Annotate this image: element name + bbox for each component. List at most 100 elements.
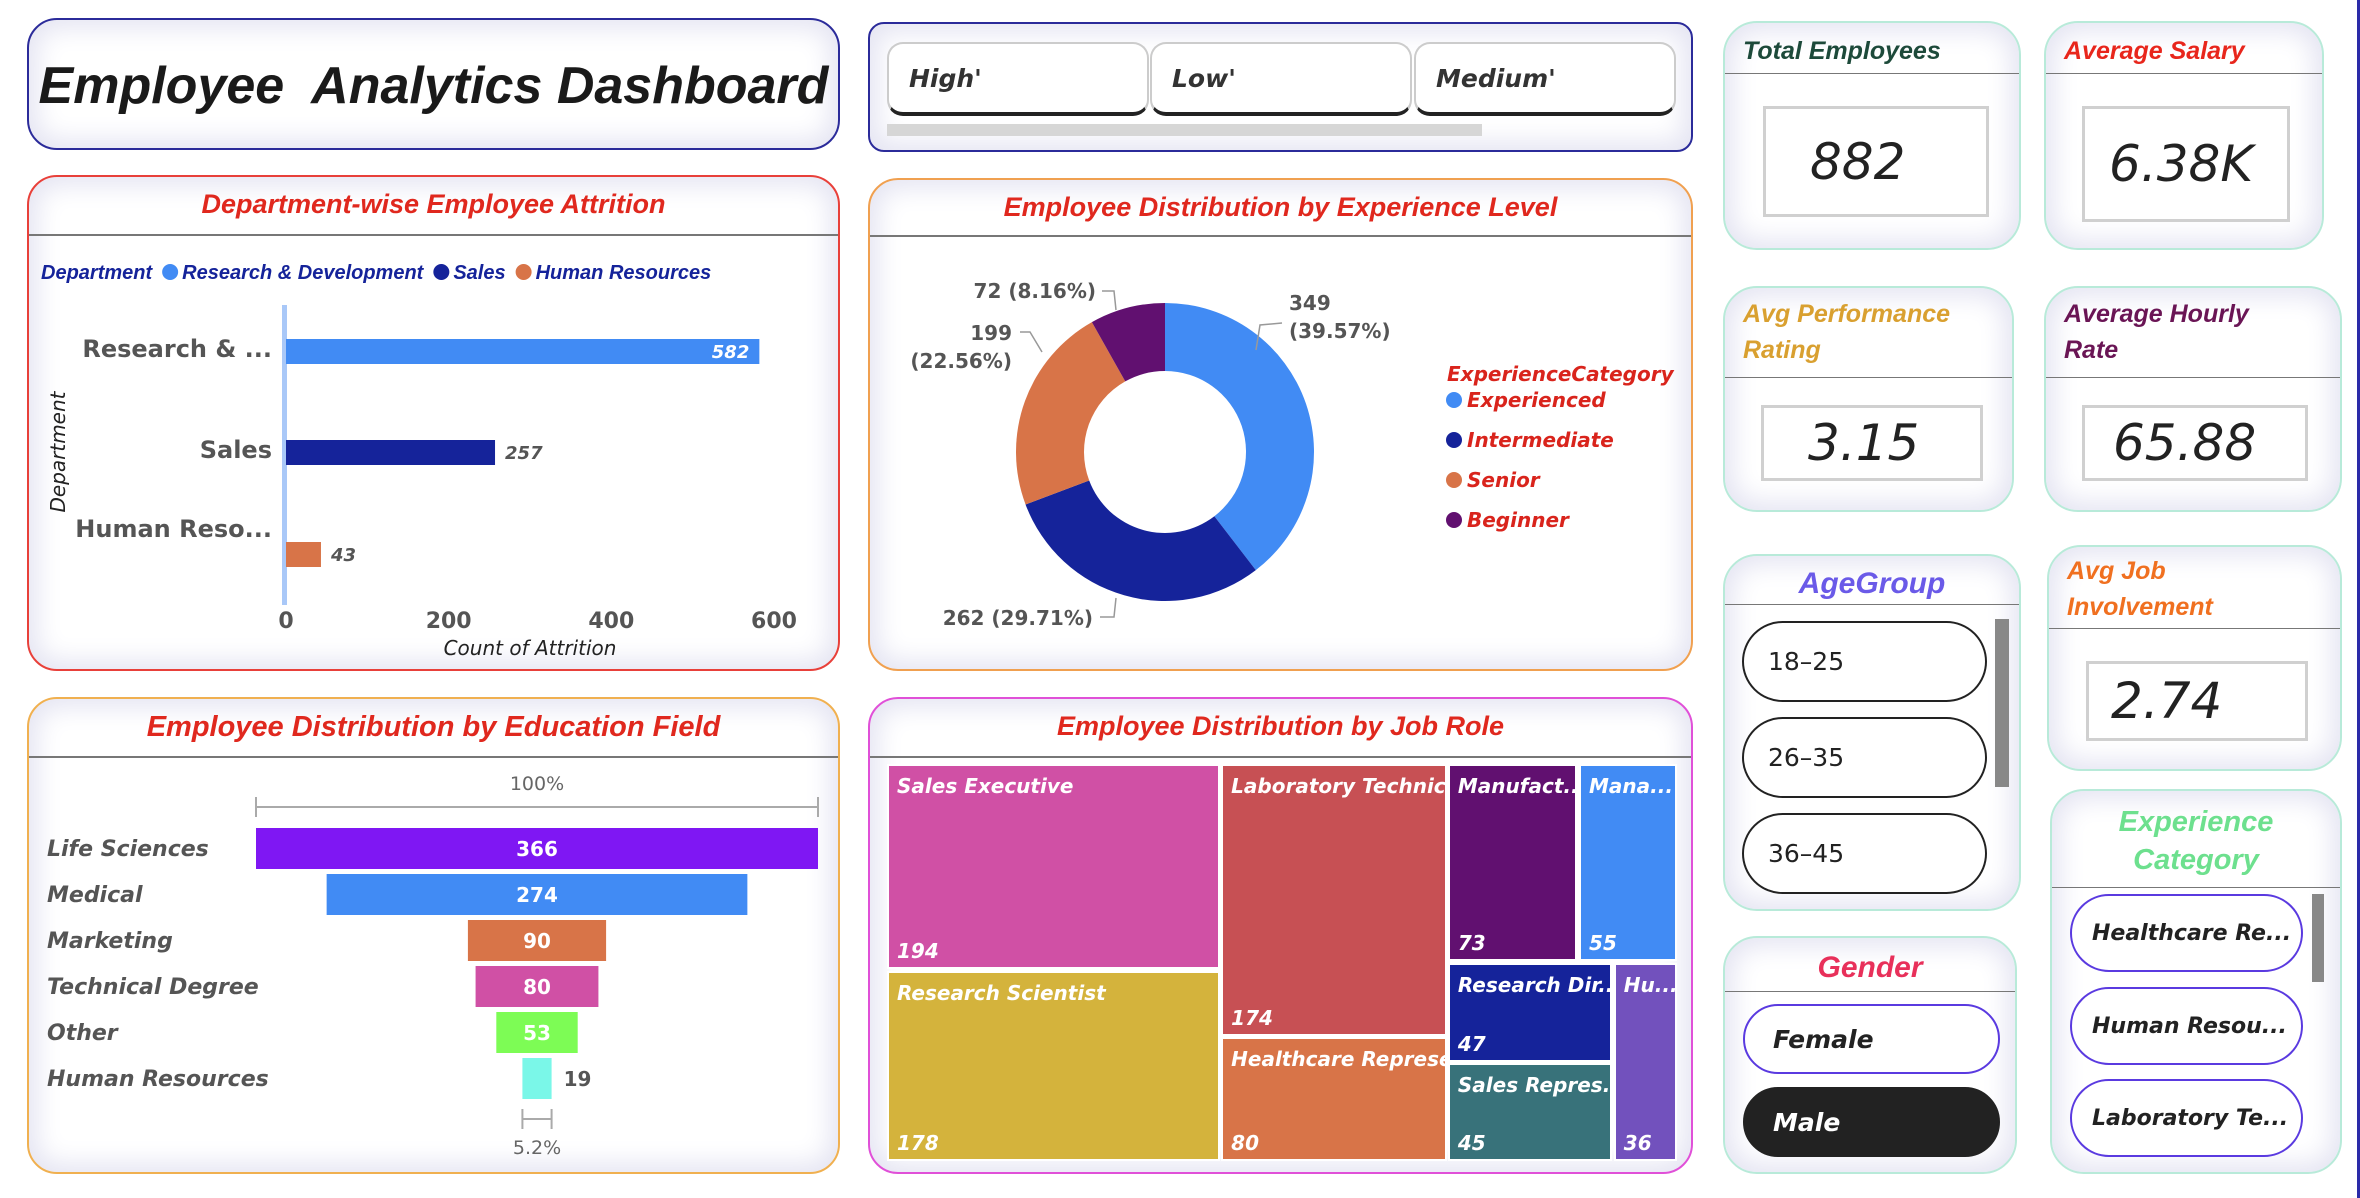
page-title: Employee Analytics Dashboard — [38, 57, 829, 115]
category-label: Sales — [200, 436, 272, 464]
chart-title: Employee Distribution by Experience Leve… — [1003, 192, 1558, 222]
slicer-option[interactable]: High' — [887, 42, 1149, 116]
donut-slice — [1091, 303, 1165, 382]
tile-value: 174 — [1231, 1006, 1273, 1031]
slicer-option[interactable]: Male — [1743, 1087, 2000, 1157]
slicer-option[interactable]: Laboratory Te... — [2070, 1079, 2303, 1157]
x-axis-title: Count of Attrition — [444, 636, 617, 660]
kpi-label: Average Hourly Rate — [2064, 296, 2334, 368]
data-label: 257 — [505, 443, 543, 464]
top-bracket — [255, 797, 819, 817]
tile-label: Laboratory Technic... — [1231, 774, 1448, 798]
x-tick-label: 600 — [751, 609, 797, 634]
kpi-label: Avg Performance Rating — [1743, 296, 2006, 368]
bar — [286, 542, 321, 567]
avg-job-involvement-card: Avg Job Involvement 2.74 — [2047, 545, 2342, 771]
legend-label: Senior — [1467, 468, 1541, 492]
data-label: 19 — [564, 1067, 592, 1091]
category-label: Human Resources — [47, 1067, 269, 1092]
slicer-option[interactable]: Healthcare Re... — [2070, 894, 2303, 972]
treemap-tile[interactable]: Manufact... 73 — [1447, 764, 1578, 962]
kpi-label-line: Involvement — [2067, 593, 2213, 621]
tile-label: Manufact... — [1457, 774, 1578, 798]
funnel-bar — [256, 828, 818, 869]
tile-label: Hu... — [1623, 972, 1677, 997]
chart-title: Employee Distribution by Job Role — [1056, 711, 1505, 741]
experience-category-slicer: Experience Category Healthcare Re... Human… — [2050, 789, 2342, 1174]
age-group-slicer: AgeGroup 18–25 26–35 36–45 — [1723, 554, 2021, 911]
donut-slice — [1025, 480, 1256, 601]
slicer-title-line: Experience — [2118, 806, 2274, 838]
treemap-tile[interactable]: Mana... 55 — [1579, 764, 1677, 962]
treemap-tile[interactable]: Sales Repres... 45 — [1447, 1062, 1613, 1161]
data-label: 80 — [523, 975, 551, 999]
gender-slicer: Gender Female Male — [1723, 936, 2017, 1174]
department-attrition-card: Department-wise Employee Attrition Depar… — [27, 175, 840, 671]
kpi-value: 882 — [1763, 106, 1989, 217]
slicer-option[interactable]: Medium' — [1414, 42, 1676, 116]
category-label: Marketing — [47, 929, 173, 954]
tile-label: Healthcare Represe... — [1231, 1047, 1445, 1072]
category-label: Other — [47, 1021, 119, 1046]
tile-label: Sales Executive — [897, 774, 1074, 798]
slicer-option[interactable]: 18–25 — [1742, 621, 1987, 702]
kpi-label: Avg Job Involvement — [2067, 553, 2334, 625]
legend-marker — [1446, 512, 1462, 528]
treemap-tile[interactable]: Research Dir... 47 — [1447, 962, 1613, 1062]
kpi-label: Total Employees — [1743, 37, 1941, 65]
donut-slice — [1165, 303, 1314, 571]
slicer-option[interactable]: Human Resou... — [2070, 987, 2303, 1065]
leader-line — [1100, 597, 1117, 618]
data-label: (22.56%) — [910, 349, 1012, 373]
legend-marker — [433, 264, 450, 280]
legend-marker — [515, 264, 532, 280]
kpi-value: 65.88 — [2082, 405, 2308, 481]
kpi-value: 2.74 — [2086, 661, 2308, 741]
data-label: 199 — [970, 321, 1012, 345]
legend: Department Research & Development Sales Hum… — [41, 262, 711, 284]
title-card: Employee Analytics Dashboard — [27, 18, 840, 150]
treemap-tile[interactable]: Research Scientist 178 — [887, 970, 1220, 1161]
bar — [286, 440, 496, 465]
legend-marker — [162, 264, 179, 280]
vertical-scrollbar[interactable] — [2312, 894, 2324, 982]
kpi-label: Average Salary — [2064, 37, 2245, 65]
tile-value: 73 — [1457, 931, 1486, 956]
legend-label: Experienced — [1467, 388, 1606, 412]
treemap-tile[interactable]: Laboratory Technic... 174 — [1221, 764, 1448, 1037]
vertical-scrollbar[interactable] — [1995, 619, 2009, 787]
slicer-title: Gender — [1817, 951, 1923, 984]
kpi-label-line: Average Hourly — [2064, 300, 2249, 328]
slicer-option[interactable]: Low' — [1150, 42, 1412, 116]
tile-value: 80 — [1231, 1130, 1259, 1155]
data-label: 53 — [523, 1021, 551, 1045]
legend-label: Sales — [453, 262, 505, 284]
data-label: 262 (29.71%) — [943, 606, 1093, 630]
tile-value: 45 — [1457, 1130, 1486, 1155]
slicer-title: Experience Category — [2052, 803, 2340, 879]
tile-value: 36 — [1623, 1131, 1652, 1155]
tile-value: 194 — [897, 939, 939, 964]
experience-donut-chart: 349 (39.57%) 262 (29.71%) 199 (22.56%) 72 (8.… — [910, 279, 1675, 630]
job-role-treemap: Sales Executive 194 Research Scientist 178 L… — [887, 764, 1677, 1161]
legend-marker — [1446, 432, 1462, 448]
horizontal-scrollbar[interactable] — [887, 124, 1482, 136]
funnel-bar — [467, 920, 607, 961]
data-label: 90 — [523, 929, 551, 953]
slicer-option[interactable]: 26–35 — [1742, 717, 1987, 798]
bottom-percent-label: 5.2% — [513, 1137, 561, 1159]
page-edge — [2357, 0, 2360, 1198]
treemap-tile[interactable]: Sales Executive 194 — [887, 764, 1220, 970]
slicer-option[interactable]: 36–45 — [1742, 813, 1987, 894]
funnel-bar — [475, 966, 599, 1007]
slicer-option[interactable]: Female — [1743, 1004, 2000, 1074]
tile-label: Research Dir... — [1457, 972, 1613, 997]
legend-title: ExperienceCategory — [1447, 362, 1675, 386]
treemap-tile[interactable]: Healthcare Represe... 80 — [1221, 1037, 1448, 1161]
treemap-tile[interactable]: Hu... 36 — [1613, 962, 1677, 1161]
x-tick-label: 0 — [278, 609, 293, 634]
average-salary-card: Average Salary 6.38K — [2044, 21, 2324, 250]
job-role-card: Employee Distribution by Job Role Sales … — [868, 697, 1693, 1174]
legend-label: Intermediate — [1467, 428, 1614, 452]
data-label: 582 — [712, 342, 750, 363]
